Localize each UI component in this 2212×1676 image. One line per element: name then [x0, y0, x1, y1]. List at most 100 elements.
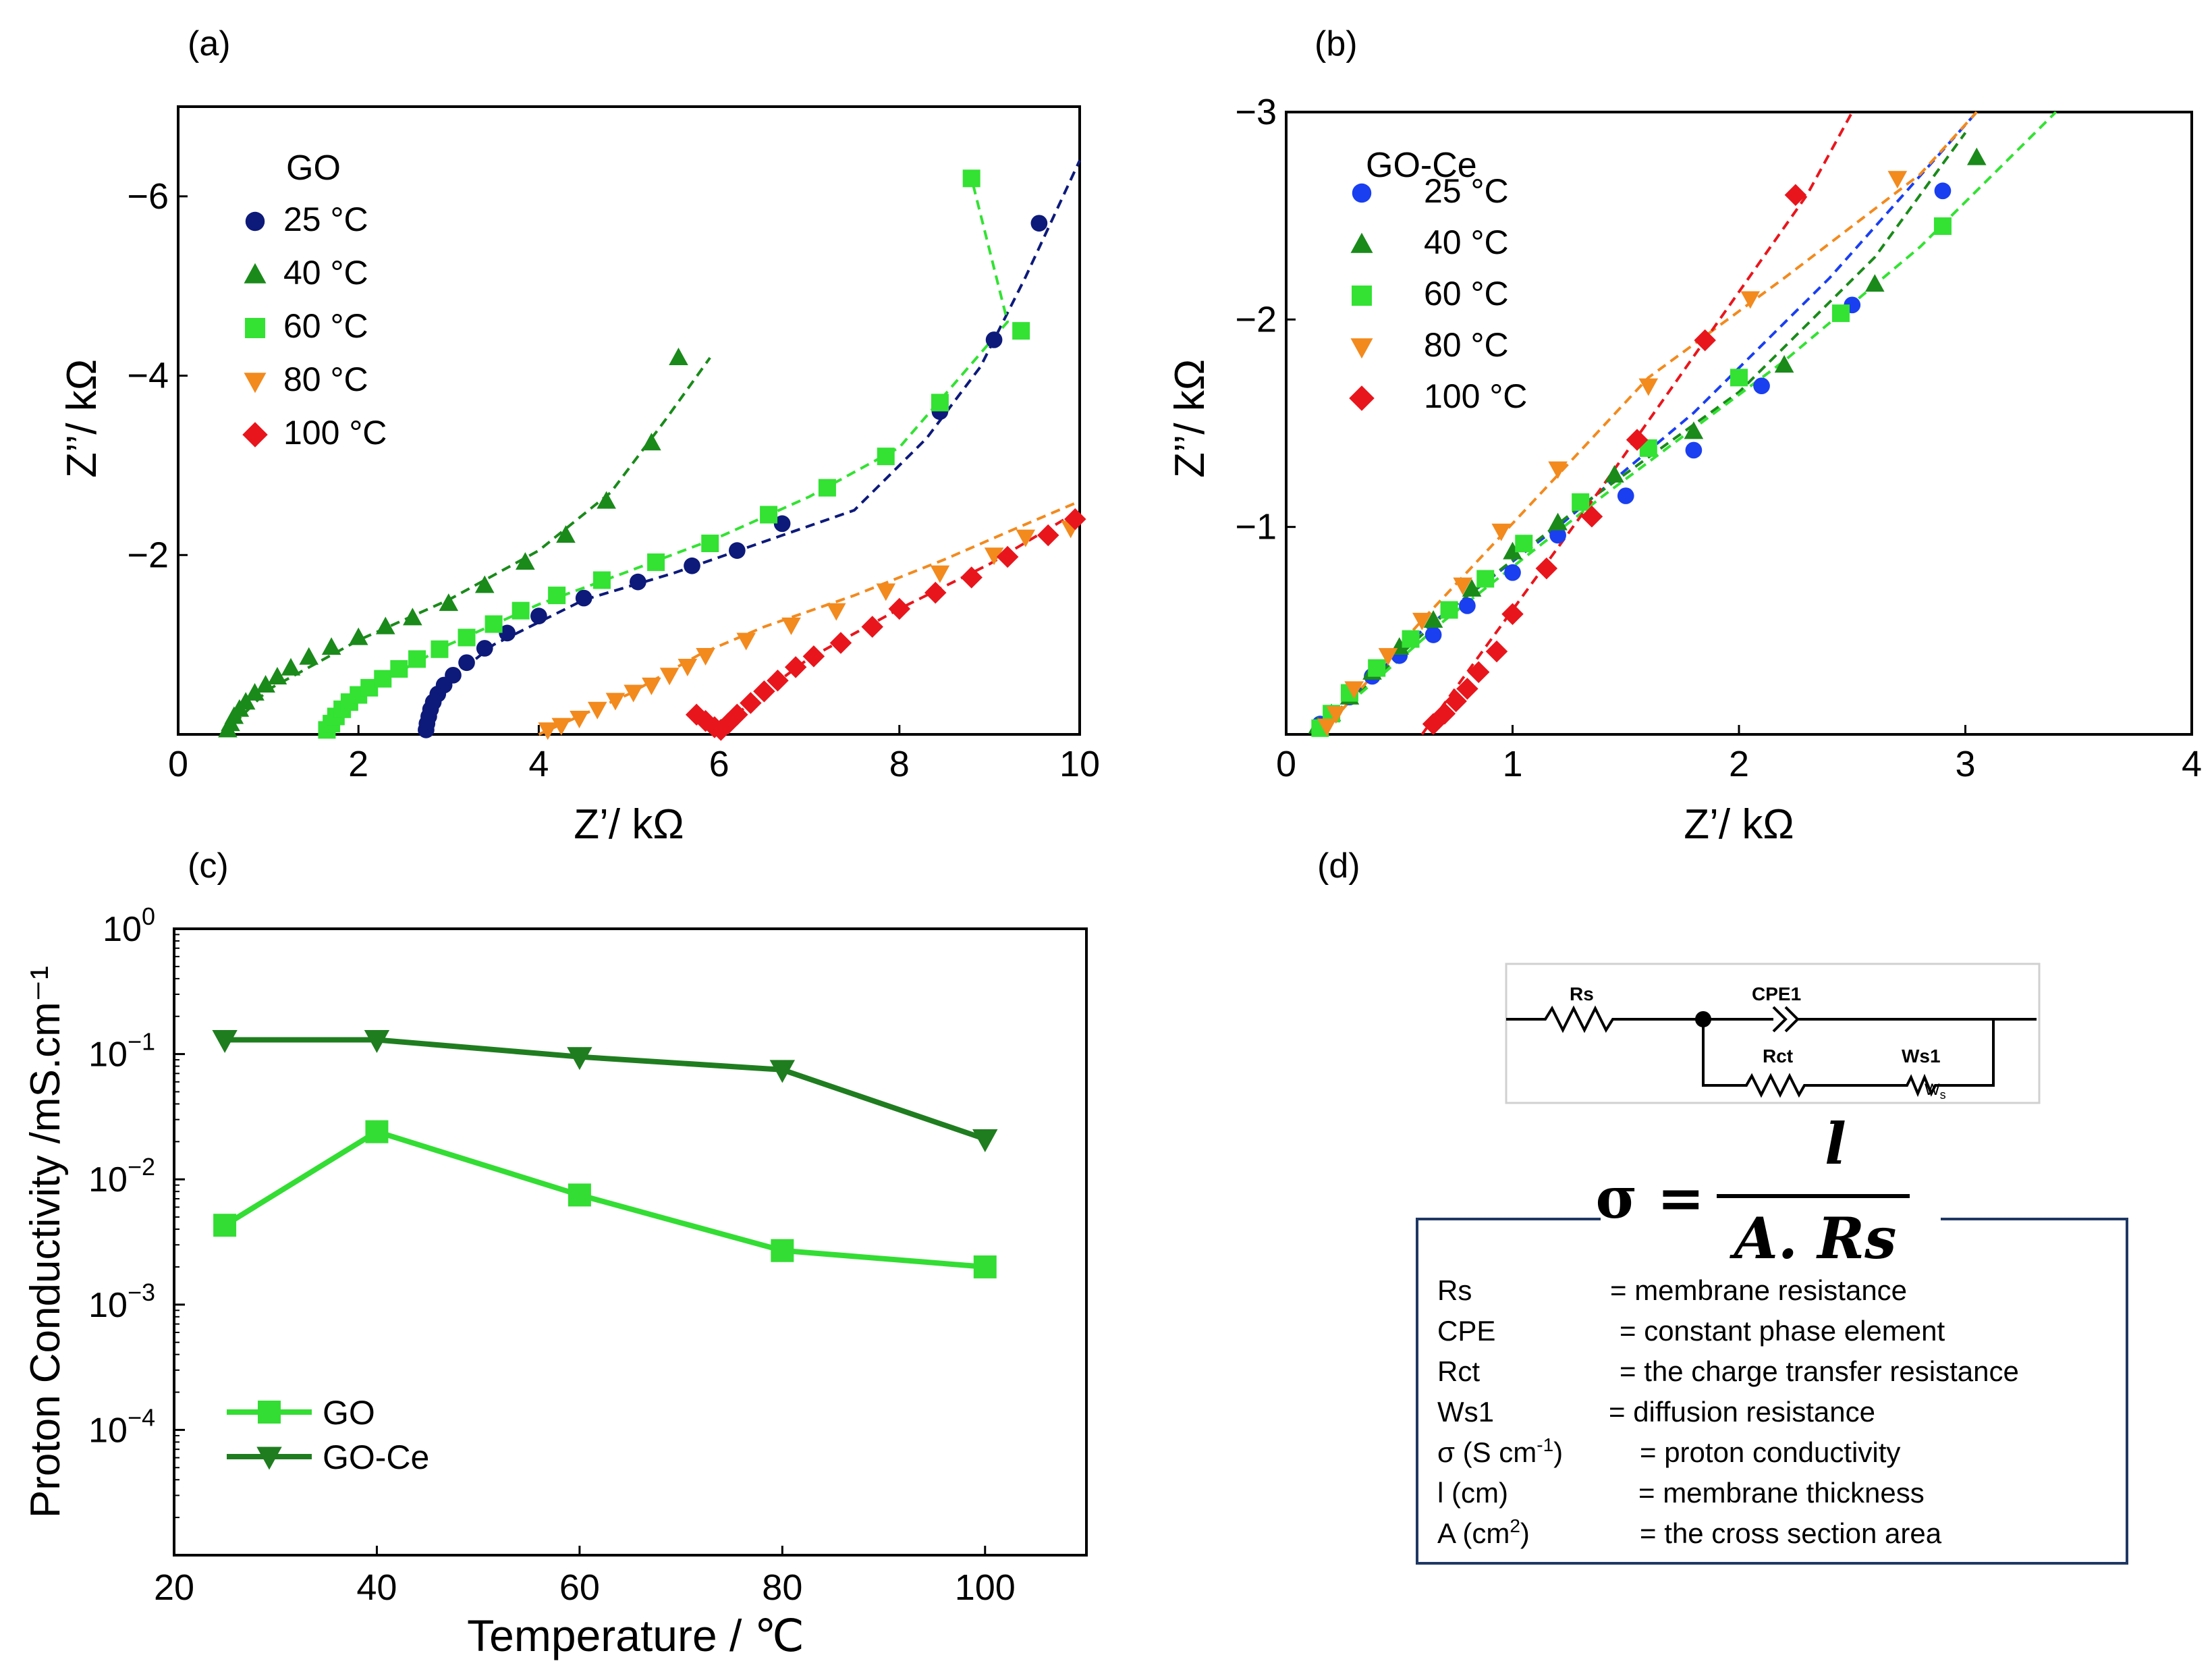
data-point: [624, 684, 643, 703]
x-tick-label: 1: [1502, 744, 1522, 784]
data-point: [556, 525, 576, 543]
x-tick-label: 60: [559, 1567, 600, 1608]
data-point: [530, 607, 547, 624]
data-point: [1549, 526, 1566, 544]
data-point: [888, 597, 911, 620]
data-point: [696, 648, 715, 666]
definition-symbol-text: Rct: [1437, 1355, 1480, 1387]
definitions-list: Rs = membrane resistance CPE = constant pha…: [1437, 1274, 2019, 1549]
data-point: [630, 573, 646, 591]
formula-backdrop: [1601, 1208, 1941, 1235]
legend-label: 40 °C: [283, 254, 368, 292]
legend-label: 60 °C: [1424, 275, 1509, 313]
data-point: [1685, 441, 1703, 459]
data-point: [972, 1129, 998, 1152]
data-point: [568, 1183, 591, 1207]
y-tick-exponent: −1: [128, 1028, 155, 1056]
panel-b-ylabel: Z’’/ kΩ: [1167, 359, 1213, 478]
data-point: [364, 1030, 390, 1054]
legend-label: 25 °C: [283, 200, 368, 238]
y-tick-label: −4: [127, 356, 169, 396]
panel-c-ylabel: Proton Conductivity /mS.cm⁻¹: [22, 966, 69, 1518]
data-point: [678, 658, 698, 676]
data-point: [826, 603, 846, 621]
data-point: [511, 601, 530, 620]
data-point: [1501, 603, 1524, 625]
panel-d-equivalent-circuit: (d) Rs CPE1 Rct Ws1 Ws σ = l A. Rs Rs = m…: [1317, 846, 2128, 1565]
data-point: [458, 628, 476, 647]
data-point: [924, 581, 947, 604]
data-point: [1459, 597, 1476, 614]
y-tick-label: 10−4: [88, 1403, 155, 1450]
data-point: [736, 632, 756, 651]
panel-c-legend: GO GO-Ce: [227, 1394, 429, 1476]
data-point: [485, 615, 503, 633]
x-tick-label: 40: [356, 1567, 397, 1608]
y-tick-exponent: −3: [128, 1278, 155, 1306]
legend-label: 60 °C: [283, 307, 368, 345]
data-point: [538, 722, 558, 740]
panel-c-markers: [212, 1030, 998, 1278]
data-point: [1456, 678, 1478, 700]
definition-text: = constant phase element: [1620, 1315, 1945, 1347]
y-tick-base: 10: [88, 1035, 128, 1075]
y-tick-base: 10: [88, 1411, 128, 1450]
panel-c-series-lines: [223, 1037, 987, 1270]
data-point: [931, 394, 949, 412]
data-point: [374, 670, 392, 688]
definition-symbol-text: σ (S cm: [1437, 1436, 1537, 1468]
formula-lhs: σ =: [1595, 1164, 1705, 1231]
data-point: [267, 667, 287, 685]
y-tick-base: 10: [88, 1286, 128, 1325]
y-tick-label: 10−3: [88, 1278, 155, 1325]
data-point: [348, 627, 368, 645]
data-point: [876, 583, 896, 601]
data-point: [1317, 718, 1337, 736]
data-point: [1617, 487, 1634, 504]
circuit-ws-symbol-w: W: [1925, 1081, 1940, 1099]
data-point: [1784, 184, 1807, 207]
panel-a-xlabel: Z’/ kΩ: [574, 801, 684, 848]
legend-marker: [244, 373, 267, 394]
data-point: [321, 637, 341, 655]
data-point: [1638, 378, 1659, 396]
data-point: [1016, 529, 1036, 547]
data-point: [365, 1120, 389, 1143]
definition-text: = diffusion resistance: [1609, 1396, 1875, 1428]
data-point: [1504, 564, 1521, 581]
data-point: [439, 593, 459, 612]
data-point: [760, 506, 778, 524]
data-point: [1445, 690, 1467, 713]
legend-marker: [1350, 338, 1373, 359]
data-point: [877, 448, 895, 466]
data-point: [996, 545, 1019, 568]
data-point: [458, 654, 475, 672]
panel-a-label: (a): [188, 24, 231, 63]
x-tick-label: 6: [709, 744, 729, 784]
legend-label: GO-Ce: [323, 1438, 429, 1476]
data-point: [753, 680, 775, 703]
fit-line-4: [700, 509, 1081, 732]
fit-line-4: [1420, 111, 1854, 736]
fit-line-0: [424, 159, 1081, 735]
data-point: [1378, 648, 1398, 666]
data-point: [767, 670, 789, 692]
formula-numerator: l: [1825, 1110, 1846, 1177]
data-point: [570, 711, 589, 729]
legend-marker: [244, 263, 267, 283]
definition-symbol: CPE: [1437, 1315, 1495, 1347]
legend-marker: [242, 422, 268, 448]
data-point: [597, 491, 616, 509]
data-point: [1831, 304, 1850, 323]
data-point: [1030, 215, 1048, 232]
legend-marker: [1349, 385, 1375, 411]
y-tick-label: −2: [127, 535, 169, 575]
data-point: [684, 557, 700, 574]
data-point: [474, 575, 495, 593]
data-point: [605, 693, 626, 711]
data-point: [592, 571, 611, 589]
data-point: [1887, 171, 1908, 189]
y-tick-label: −2: [1235, 299, 1277, 340]
